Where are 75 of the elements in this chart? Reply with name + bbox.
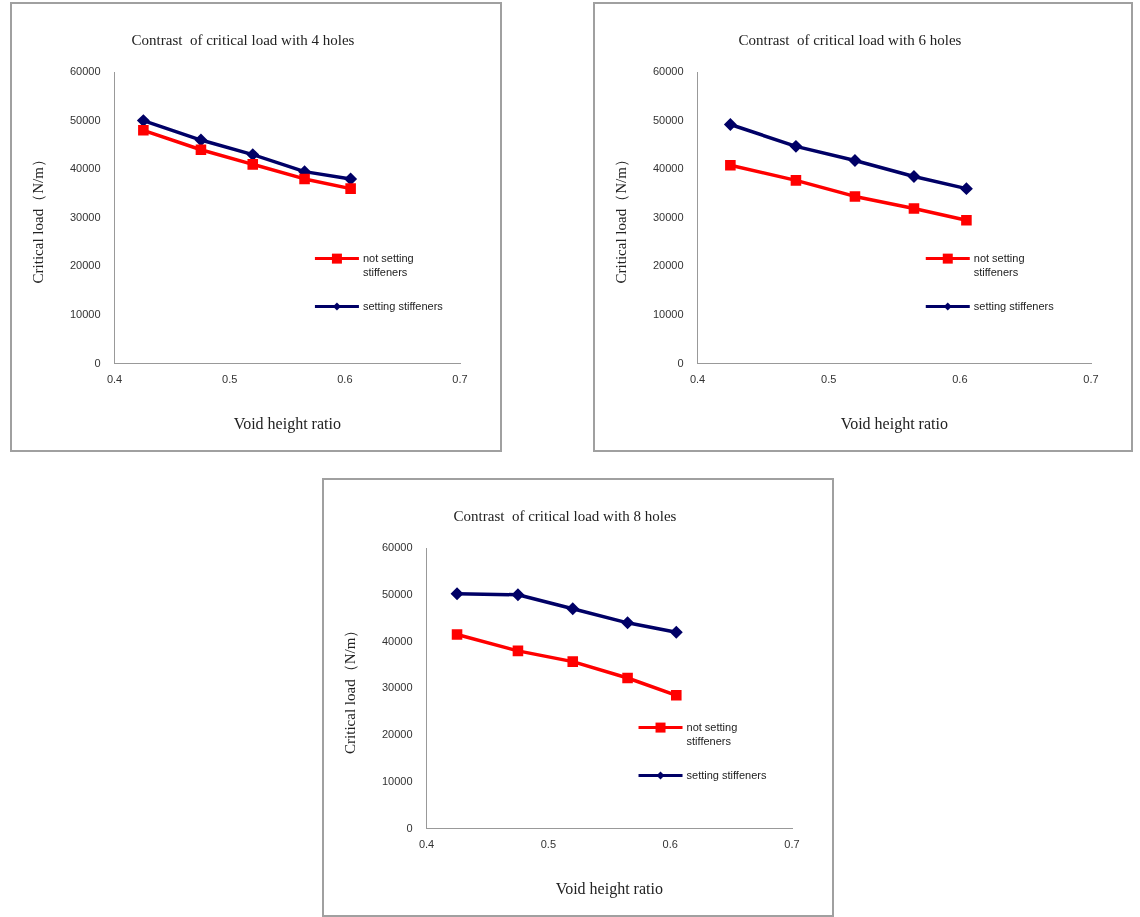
point <box>138 125 149 136</box>
x-tick-label: 0.6 <box>952 373 968 386</box>
y-tick-label: 10000 <box>381 774 413 787</box>
point <box>344 173 357 185</box>
point <box>567 656 579 667</box>
point <box>345 183 356 194</box>
y-tick-label: 0 <box>677 356 684 369</box>
y-tick-label: 20000 <box>381 728 413 741</box>
point <box>725 160 736 171</box>
y-tick-label: 0 <box>94 356 101 369</box>
y-axis-title: Critical load（N/m） <box>341 622 358 754</box>
point <box>790 140 802 153</box>
legend-label: not setting stiffeners <box>686 720 738 747</box>
point <box>849 191 861 202</box>
x-axis-title: Void height ratio <box>840 414 948 433</box>
point <box>512 645 524 657</box>
point <box>195 144 207 156</box>
x-tick-label: 0.5 <box>222 373 238 386</box>
y-tick-label: 30000 <box>652 210 684 223</box>
y-tick-label: 30000 <box>381 681 413 694</box>
point <box>567 603 579 615</box>
point <box>670 626 683 638</box>
x-tick-label: 0.5 <box>821 373 837 386</box>
y-tick-label: 20000 <box>652 259 684 272</box>
y-tick-label: 60000 <box>69 65 101 78</box>
y-tick-label: 60000 <box>652 65 684 78</box>
y-tick-label: 50000 <box>652 113 684 126</box>
point <box>451 629 463 640</box>
y-tick-label: 40000 <box>69 162 101 175</box>
chart-title: Contrast of critical load with 6 holes <box>738 31 962 48</box>
x-tick-label: 0.4 <box>418 838 435 851</box>
y-tick-label: 30000 <box>69 210 101 223</box>
x-tick-label: 0.7 <box>1083 373 1099 386</box>
y-tick-label: 10000 <box>652 308 684 321</box>
point <box>621 617 634 629</box>
point <box>908 170 920 183</box>
point <box>724 118 737 131</box>
y-tick-label: 0 <box>406 821 413 834</box>
point <box>908 203 920 214</box>
y-axis-title: Critical load（N/m） <box>612 152 629 284</box>
y-tick-label: 40000 <box>381 634 413 647</box>
y-tick-label: 60000 <box>381 541 413 554</box>
y-tick-label: 20000 <box>69 259 101 272</box>
chart-title: Contrast of critical load with 8 holes <box>453 507 677 524</box>
point <box>622 672 633 684</box>
y-tick-label: 50000 <box>69 113 101 126</box>
legend-label: not setting stiffeners <box>362 251 414 278</box>
y-axis-title: Critical load（N/m） <box>29 152 46 284</box>
x-tick-label: 0.4 <box>689 373 706 386</box>
y-tick-label: 40000 <box>652 162 684 175</box>
point <box>790 175 802 186</box>
x-tick-label: 0.4 <box>106 373 123 386</box>
legend-label: not setting stiffeners <box>973 251 1025 278</box>
point <box>451 588 463 600</box>
x-tick-label: 0.6 <box>662 838 678 851</box>
x-tick-label: 0.6 <box>337 373 353 386</box>
point <box>195 134 207 146</box>
y-tick-label: 50000 <box>381 587 413 600</box>
point <box>512 589 524 601</box>
point <box>961 214 972 226</box>
x-axis-title: Void height ratio <box>233 414 341 433</box>
x-axis-title: Void height ratio <box>555 879 663 898</box>
chart-title: Contrast of critical load with 4 holes <box>131 31 355 48</box>
legend-label: setting stiffeners <box>362 299 444 312</box>
legend-label: setting stiffeners <box>973 299 1055 312</box>
x-tick-label: 0.7 <box>452 373 468 386</box>
point <box>247 159 259 170</box>
x-tick-label: 0.5 <box>540 838 557 851</box>
point <box>849 154 861 167</box>
point <box>299 173 310 185</box>
x-tick-label: 0.7 <box>784 838 800 851</box>
point <box>671 690 682 701</box>
y-tick-label: 10000 <box>69 308 101 321</box>
legend-label: setting stiffeners <box>686 768 767 781</box>
point <box>960 182 973 195</box>
